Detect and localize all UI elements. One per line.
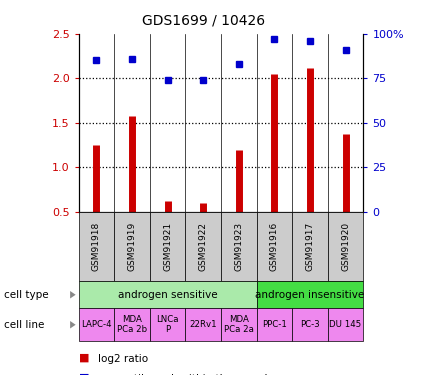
Text: log2 ratio: log2 ratio	[98, 354, 148, 364]
Text: GSM91917: GSM91917	[306, 222, 314, 271]
Text: GSM91921: GSM91921	[163, 222, 172, 271]
Text: GSM91919: GSM91919	[128, 222, 136, 271]
Text: MDA
PCa 2a: MDA PCa 2a	[224, 315, 254, 334]
Text: GSM91920: GSM91920	[341, 222, 350, 271]
Text: GDS1699 / 10426: GDS1699 / 10426	[142, 13, 266, 27]
Text: GSM91922: GSM91922	[199, 222, 208, 271]
Polygon shape	[70, 291, 76, 298]
Polygon shape	[70, 321, 76, 328]
Text: LNCa
P: LNCa P	[156, 315, 179, 334]
Text: GSM91916: GSM91916	[270, 222, 279, 271]
Text: cell type: cell type	[4, 290, 49, 300]
Text: DU 145: DU 145	[329, 320, 362, 329]
Text: MDA
PCa 2b: MDA PCa 2b	[117, 315, 147, 334]
Text: 22Rv1: 22Rv1	[190, 320, 217, 329]
Text: cell line: cell line	[4, 320, 45, 330]
Text: PC-3: PC-3	[300, 320, 320, 329]
Text: percentile rank within the sample: percentile rank within the sample	[98, 374, 274, 375]
Text: GSM91918: GSM91918	[92, 222, 101, 271]
Text: ■: ■	[79, 352, 89, 363]
Text: androgen sensitive: androgen sensitive	[118, 290, 218, 300]
Text: PPC-1: PPC-1	[262, 320, 287, 329]
Text: LAPC-4: LAPC-4	[81, 320, 112, 329]
Text: ■: ■	[79, 373, 89, 375]
Text: GSM91923: GSM91923	[234, 222, 243, 271]
Text: androgen insensitive: androgen insensitive	[255, 290, 365, 300]
